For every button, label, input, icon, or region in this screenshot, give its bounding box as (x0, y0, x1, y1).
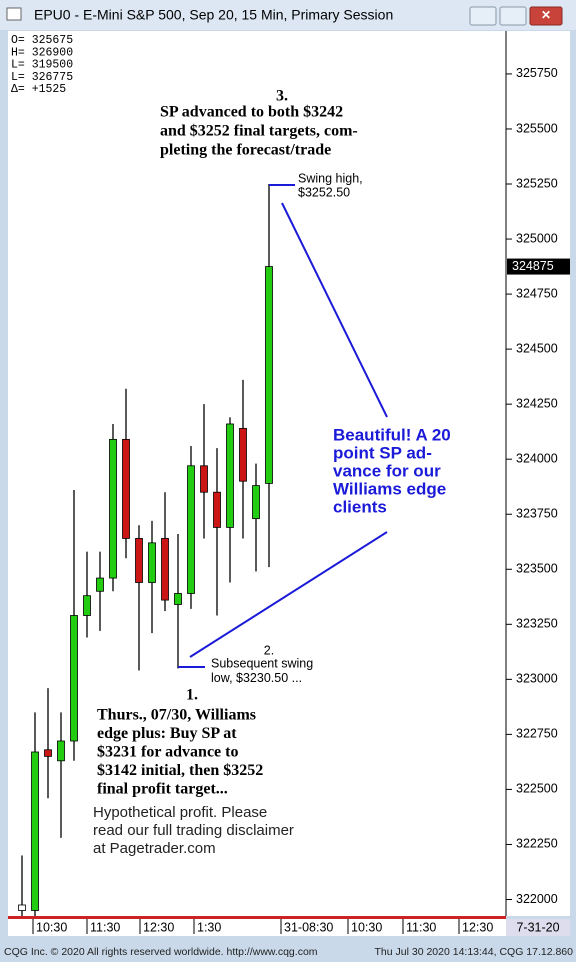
y-tick-label: 323500 (516, 562, 558, 576)
annotation-line-text: Subsequent swing (211, 656, 313, 670)
annotation-line (281, 202, 388, 418)
candle-body (187, 465, 195, 594)
x-tick-label: 1:30 (197, 920, 221, 934)
annotation-line-text: Thurs., 07/30, Williams (97, 707, 256, 724)
y-tick-label: 324500 (516, 341, 558, 355)
y-tick-label: 324750 (516, 286, 558, 300)
y-tick-label: 325750 (516, 66, 558, 80)
annotation-line-text: SP advanced to both $3242 (160, 104, 343, 121)
y-tick-label: 322500 (516, 782, 558, 796)
annotation-line-text: clients (333, 497, 387, 516)
y-tick-label: 324250 (516, 396, 558, 410)
x-tick-label: 12:30 (143, 920, 174, 934)
annotation-number: 2. (264, 643, 274, 657)
footer-right: Thu Jul 30 2020 14:13:44, CQG 17.12.860 (375, 946, 574, 958)
info-line: L= 319500 (11, 59, 73, 72)
candle-body (239, 427, 247, 482)
info-line: H= 326900 (11, 46, 73, 59)
y-tick-label: 322000 (516, 892, 558, 906)
candle-body (200, 465, 208, 493)
candle-body (44, 749, 52, 757)
annotation-line-text: Beautiful! A 20 (333, 425, 451, 444)
y-tick-label: 323250 (516, 617, 558, 631)
date-box (506, 919, 570, 936)
candle-body (83, 595, 91, 616)
candle-body (135, 538, 143, 583)
candle-body (252, 485, 260, 520)
x-axis-area (8, 919, 570, 936)
x-tick-label: 10:30 (351, 920, 382, 934)
y-tick-label: 323750 (516, 507, 558, 521)
last-price-label: 324875 (512, 259, 554, 273)
candle-body (18, 904, 26, 911)
annotation-line-text: $3231 for advance to (97, 744, 238, 761)
x-tick-label: 11:30 (406, 920, 436, 934)
annotation-line-text: read our full trading disclaimer (93, 822, 294, 839)
candle-body (148, 542, 156, 583)
annotation-line-text: vance for our (333, 461, 441, 480)
annotation-line-text: pleting the forecast/trade (160, 142, 331, 159)
annotation-line (189, 531, 388, 658)
candle-body (96, 577, 104, 592)
x-tick-label: 31-08:30 (284, 920, 333, 934)
candle-body (213, 491, 221, 528)
y-axis-area (506, 31, 570, 916)
y-tick-label: 325500 (516, 121, 558, 135)
footer-left: CQG Inc. © 2020 All rights reserved worl… (4, 946, 318, 958)
plot-area (8, 31, 506, 916)
window-title: EPU0 - E-Mini S&P 500, Sep 20, 15 Min, P… (34, 7, 393, 23)
annotation-line-text: final profit target... (97, 781, 228, 798)
minimize-button[interactable] (469, 6, 497, 26)
annotation-line-text: point SP ad- (333, 443, 432, 462)
y-tick-label: 325250 (516, 176, 558, 190)
candle-body (31, 751, 39, 911)
x-tick-label: 12:30 (462, 920, 493, 934)
annotation-number: 3. (276, 88, 288, 105)
candle-body (226, 423, 234, 528)
annotation-line-text: Hypothetical profit. Please (93, 804, 267, 821)
annotation-line-text: low, $3230.50 ... (211, 671, 302, 685)
annotation-line-text: Swing high, (298, 171, 363, 185)
annotation-line-text: $3252.50 (298, 185, 350, 199)
annotation-line-text: Williams edge (333, 479, 446, 498)
candle-body (109, 438, 117, 579)
close-button[interactable] (529, 6, 563, 26)
annotation-line-text: $3142 initial, then $3252 (97, 762, 263, 779)
maximize-button[interactable] (499, 6, 527, 26)
annotation-line-text: and $3252 final targets, com- (160, 123, 358, 140)
info-line: Δ= +1525 (11, 83, 66, 96)
annotation-line-text: edge plus: Buy SP at (97, 725, 237, 742)
info-line: O= 325675 (11, 34, 73, 47)
date-label: 7-31-20 (516, 920, 559, 934)
y-tick-label: 325000 (516, 231, 558, 245)
candle-body (57, 740, 65, 762)
y-tick-label: 324000 (516, 451, 558, 465)
app-icon (6, 7, 22, 21)
y-tick-label: 322750 (516, 727, 558, 741)
candle-body (70, 615, 78, 742)
annotation-number: 1. (186, 687, 198, 704)
x-tick-label: 11:30 (90, 920, 120, 934)
close-icon: ✕ (541, 8, 551, 22)
annotation-line-text: at Pagetrader.com (93, 840, 216, 857)
candle-body (174, 593, 182, 605)
x-tick-label: 10:30 (36, 920, 67, 934)
y-tick-label: 323000 (516, 672, 558, 686)
candle-body (265, 266, 273, 484)
candle-body (122, 438, 130, 539)
session-bar (8, 916, 506, 919)
candle-body (161, 538, 169, 601)
last-price-box (507, 258, 570, 275)
info-line: L= 326775 (11, 71, 73, 84)
y-tick-label: 322250 (516, 837, 558, 851)
